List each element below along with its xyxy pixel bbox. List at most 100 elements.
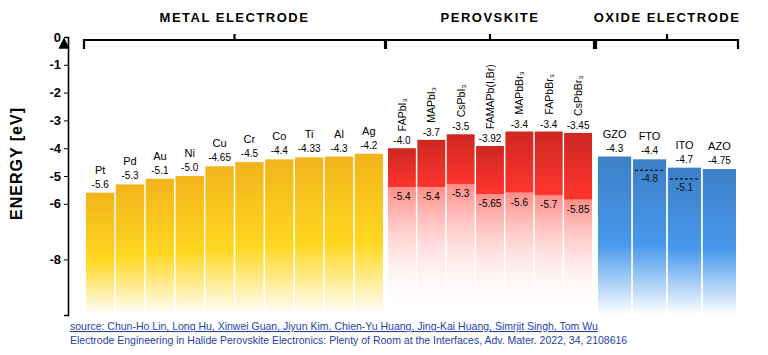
- group-bracket: [596, 34, 738, 49]
- category-label: CsPbBr₃: [572, 75, 584, 115]
- tick-label: -4: [49, 141, 61, 156]
- data-label: -5.3: [121, 170, 139, 181]
- group-bracket: [84, 34, 385, 49]
- tick-label: -1: [49, 57, 61, 72]
- bar: [447, 134, 475, 184]
- category-label: MAPbI₃: [425, 87, 437, 123]
- bar: [176, 176, 204, 315]
- bar: [535, 132, 563, 196]
- y-axis-title: ENERGY [eV]: [8, 107, 25, 220]
- y-tick: -1: [49, 57, 68, 72]
- data-label: -4.7: [676, 154, 694, 165]
- category-label: Al: [334, 128, 344, 140]
- bar-fade: [476, 194, 504, 315]
- bar-fade: [417, 187, 445, 315]
- data-label: -4.65: [208, 152, 231, 163]
- bar-fade: [388, 187, 416, 315]
- bar: [388, 148, 416, 187]
- group-title: PEROVSKITE: [441, 10, 540, 25]
- y-tick: -6: [49, 196, 68, 211]
- data-label: -5.4: [393, 191, 411, 202]
- tick-label: -2: [49, 85, 61, 100]
- data-label: -4.4: [271, 145, 289, 156]
- data-label: -3.5: [452, 121, 470, 132]
- bar: [417, 140, 445, 187]
- data-label: -3.45: [567, 120, 590, 131]
- bar: [633, 159, 666, 315]
- category-label: Pt: [95, 164, 105, 176]
- category-label: Cr: [244, 133, 256, 145]
- data-label: -3.4: [511, 119, 529, 130]
- bar: [564, 133, 592, 200]
- bar: [505, 132, 533, 193]
- category-label: FTO: [639, 130, 661, 142]
- source-note: Electrode Engineering in Halide Perovski…: [70, 334, 627, 346]
- category-label: CsPbI₃: [455, 84, 467, 117]
- bar: [116, 184, 144, 315]
- y-tick: -4: [49, 141, 68, 156]
- tick-mark: [64, 148, 68, 149]
- bar: [205, 166, 233, 315]
- data-label: -5.6: [511, 197, 529, 208]
- data-label: -4.0: [393, 135, 411, 146]
- tick-mark: [64, 120, 68, 121]
- category-label: Cu: [213, 137, 227, 149]
- data-label: -5.6: [92, 179, 110, 190]
- category-label: FAPbBr₃: [543, 74, 555, 114]
- bar-fade: [447, 184, 475, 315]
- data-label: -5.7: [540, 199, 558, 210]
- data-label: -4.8: [641, 173, 659, 184]
- category-label: MAPbBr₃: [513, 71, 525, 114]
- data-label: -4.3: [330, 143, 348, 154]
- category-label: Ni: [185, 147, 195, 159]
- category-label: Pd: [123, 155, 136, 167]
- tick-label: -8: [49, 252, 61, 267]
- category-label: GZO: [603, 128, 627, 140]
- data-label: -3.92: [479, 133, 502, 144]
- data-label: -3.4: [540, 119, 558, 130]
- data-label: -5.1: [676, 182, 694, 193]
- bar: [295, 157, 323, 315]
- bar: [325, 157, 353, 315]
- group-bracket: [386, 34, 594, 49]
- data-label: -5.65: [479, 198, 502, 209]
- category-label: FAPbI₃: [396, 98, 408, 131]
- data-label: -4.33: [298, 143, 321, 154]
- y-tick: -8: [49, 252, 68, 267]
- bar: [476, 146, 504, 194]
- y-tick: -5: [49, 169, 68, 184]
- data-label: -4.2: [360, 140, 378, 151]
- tick-mark: [64, 93, 68, 94]
- bar-fade: [535, 195, 563, 315]
- data-label: -4.3: [606, 143, 624, 154]
- data-label: -5.85: [567, 204, 590, 215]
- bar: [86, 193, 114, 315]
- data-label: -4.75: [708, 155, 731, 166]
- plot-area: [86, 132, 736, 315]
- data-label: -5.3: [452, 188, 470, 199]
- level-line: [635, 170, 664, 171]
- tick-label: 0: [54, 30, 61, 45]
- bar: [598, 157, 631, 315]
- bar: [668, 168, 701, 315]
- bar-fade: [564, 200, 592, 315]
- bar: [703, 169, 736, 315]
- category-label: FAMAPb(I,Br): [484, 64, 496, 129]
- category-label: ITO: [675, 139, 694, 151]
- source-note: source: Chun-Ho Lin, Long Hu, Xinwei Gua…: [70, 320, 598, 332]
- category-label: AZO: [708, 140, 731, 152]
- data-label: -5.1: [151, 165, 169, 176]
- y-tick: -3: [49, 113, 68, 128]
- bar-fade: [505, 193, 533, 315]
- bar: [146, 179, 174, 315]
- tick-mark: [64, 65, 68, 66]
- bar: [355, 154, 383, 315]
- data-label: -3.7: [423, 127, 441, 138]
- tick-mark: [64, 37, 68, 38]
- tick-label: -6: [49, 196, 61, 211]
- tick-mark: [64, 176, 68, 177]
- category-label: Ti: [305, 128, 314, 140]
- data-label: -4.5: [241, 148, 259, 159]
- data-label: -4.4: [641, 145, 659, 156]
- bar: [265, 159, 293, 315]
